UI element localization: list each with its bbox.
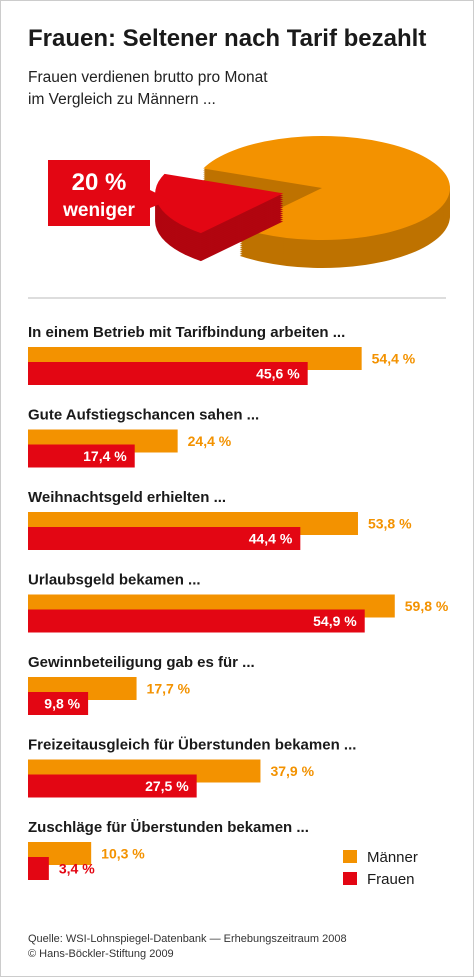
value-label: 37,9 % [270, 763, 314, 779]
pie-slice [203, 136, 450, 240]
category-label: Zuschläge für Überstunden bekamen ... [28, 819, 309, 836]
callout-box [48, 160, 170, 226]
category-label: Urlaubsgeld bekamen ... [28, 572, 201, 589]
bar [28, 857, 49, 880]
subtitle: im Vergleich zu Männern ... [28, 91, 216, 108]
source: Quelle: WSI-Lohnspiegel-Datenbank — Erhe… [28, 933, 347, 945]
callout-value: 20 % [72, 169, 127, 196]
value-label: 9,8 % [44, 696, 80, 712]
pie-slice [155, 173, 284, 234]
copyright: © Hans-Böckler-Stiftung 2009 [28, 948, 174, 960]
bar [28, 692, 89, 715]
value-label: 17,4 % [83, 448, 127, 464]
value-label: 44,4 % [249, 531, 293, 547]
value-label: 17,7 % [147, 681, 191, 697]
bar [28, 362, 308, 385]
value-label: 24,4 % [188, 433, 232, 449]
value-label: 10,3 % [101, 846, 145, 862]
legend-swatch [343, 872, 357, 885]
value-label: 54,4 % [372, 351, 416, 367]
legend-label: Frauen [367, 871, 415, 888]
callout-text: weniger [62, 200, 135, 221]
bar [28, 774, 197, 798]
value-label: 3,4 % [59, 861, 95, 877]
legend-swatch [343, 850, 357, 863]
category-label: Gewinnbeteiligung gab es für ... [28, 654, 255, 671]
category-label: Weihnachtsgeld erhielten ... [28, 489, 226, 506]
bar [28, 609, 365, 633]
category-label: Freizeitausgleich für Überstunden bekame… [28, 737, 356, 754]
category-label: In einem Betrieb mit Tarifbindung arbeit… [28, 324, 345, 341]
bar [28, 444, 135, 468]
value-label: 54,9 % [313, 613, 357, 629]
value-label: 27,5 % [145, 778, 189, 794]
subtitle: Frauen verdienen brutto pro Monat [28, 69, 268, 86]
value-label: 45,6 % [256, 366, 300, 382]
value-label: 53,8 % [368, 516, 412, 532]
category-label: Gute Aufstiegschancen sahen ... [28, 407, 259, 424]
bar [28, 527, 301, 550]
title: Frauen: Seltener nach Tarif bezahlt [28, 25, 426, 52]
legend-label: Männer [367, 849, 418, 866]
value-label: 59,8 % [405, 598, 449, 614]
